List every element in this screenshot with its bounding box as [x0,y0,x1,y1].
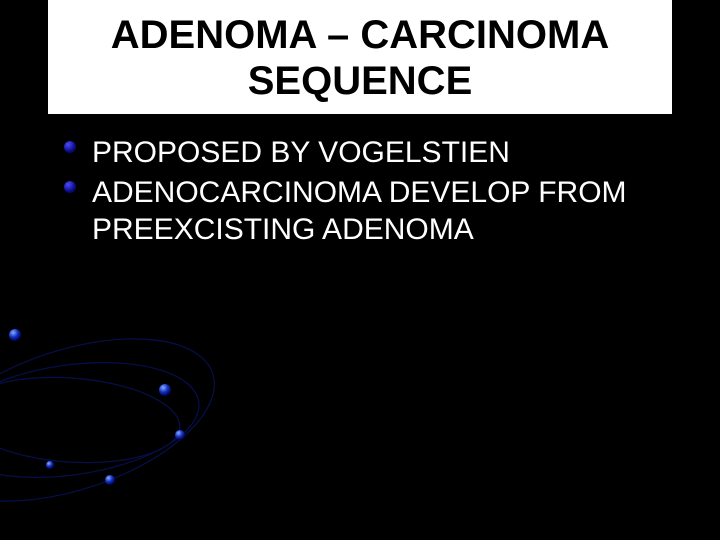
bullet-list: PROPOSED BY VOGELSTIEN ADENOCARCINOMA DE… [0,134,720,249]
beads-group [9,329,185,485]
orbits-group [0,307,234,533]
orbit-ring [0,370,183,469]
list-item: PROPOSED BY VOGELSTIEN [64,134,680,172]
orbit-bead [46,461,54,469]
orbit-ring [0,307,234,533]
slide-title: ADENOMA – CARCINOMA SEQUENCE [48,0,672,114]
slide: ADENOMA – CARCINOMA SEQUENCE PROPOSED BY… [0,0,720,540]
bullet-icon [64,141,76,153]
bullet-text: ADENOCARCINOMA DEVELOP FROM PREEXCISTING… [92,176,627,247]
orbit-bead [175,430,185,440]
list-item: ADENOCARCINOMA DEVELOP FROM PREEXCISTING… [64,174,680,249]
bullet-icon [64,181,76,193]
orbit-decor [0,240,280,540]
orbit-ring [0,347,206,492]
bullet-text: PROPOSED BY VOGELSTIEN [92,136,510,169]
orbit-bead [159,384,171,396]
orbit-bead [9,329,21,341]
orbit-bead [105,475,115,485]
